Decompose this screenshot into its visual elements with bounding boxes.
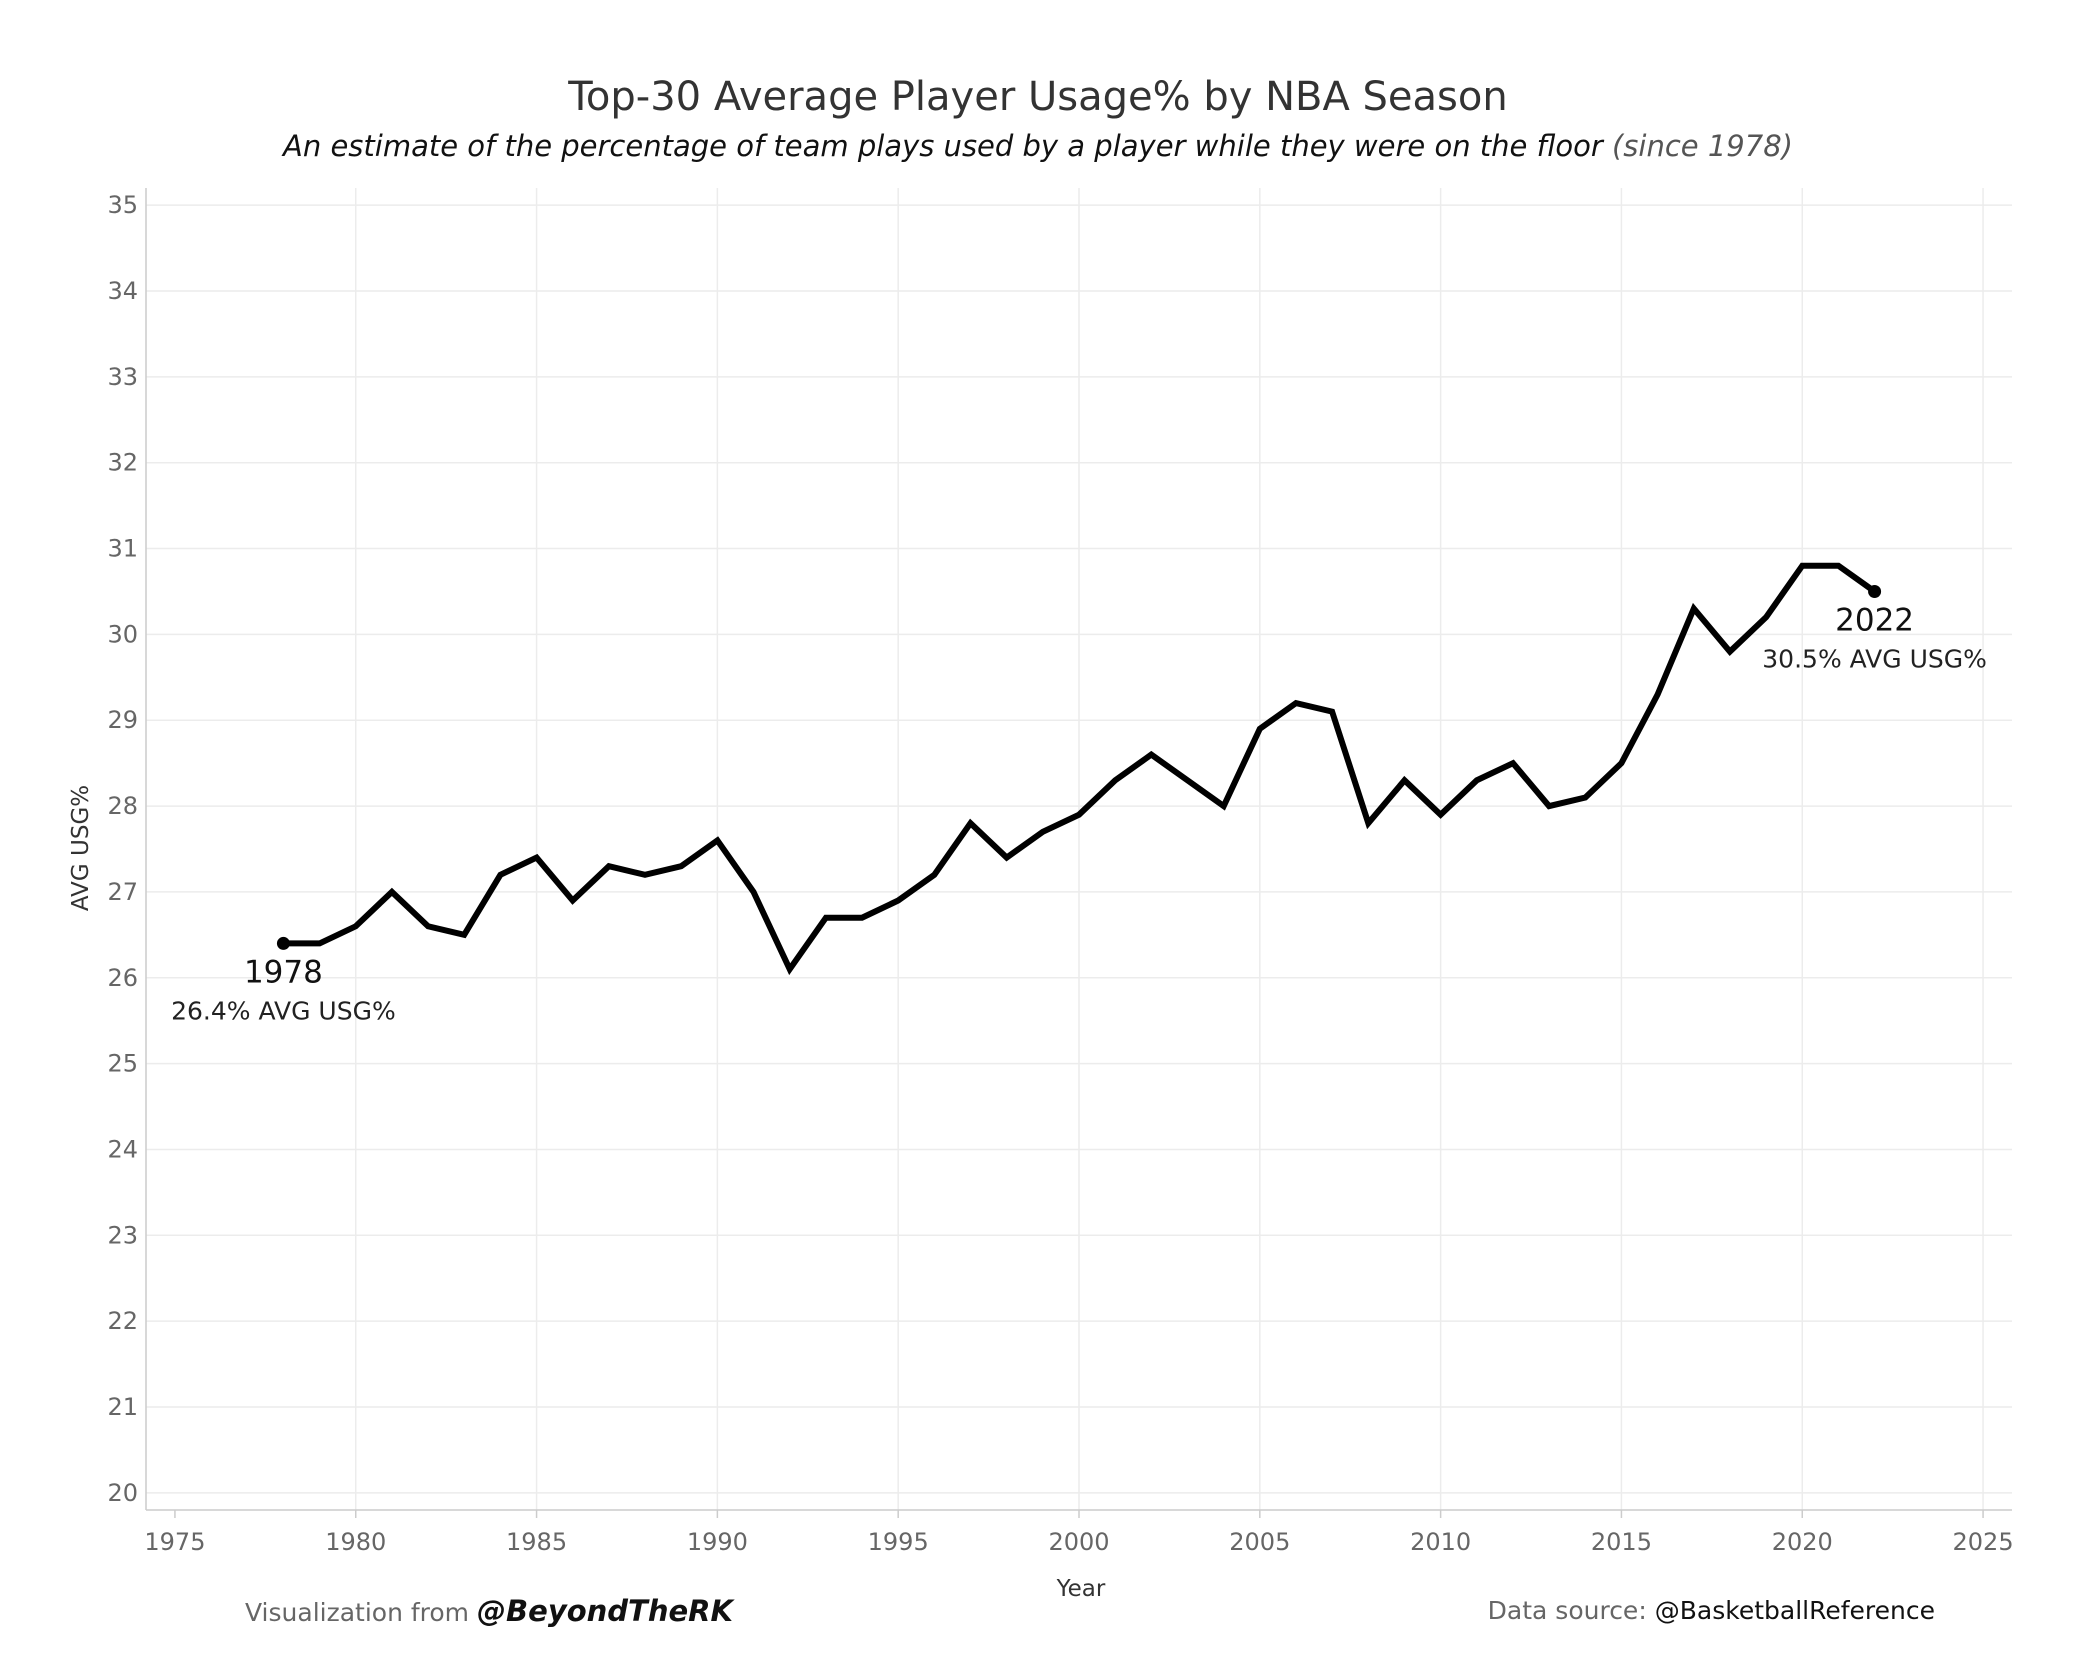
x-tick-label: 2010 bbox=[1410, 1528, 1471, 1556]
y-tick-label: 23 bbox=[107, 1221, 138, 1249]
x-tick-label: 1995 bbox=[868, 1528, 929, 1556]
y-tick-label: 29 bbox=[107, 706, 138, 734]
y-tick-label: 20 bbox=[107, 1479, 138, 1507]
y-tick-label: 24 bbox=[107, 1135, 138, 1163]
x-tick-label: 1980 bbox=[325, 1528, 386, 1556]
x-tick-label: 1990 bbox=[687, 1528, 748, 1556]
y-tick-label: 34 bbox=[107, 277, 138, 305]
y-tick-label: 32 bbox=[107, 449, 138, 477]
x-tick-label: 2000 bbox=[1048, 1528, 1109, 1556]
x-tick-label: 2005 bbox=[1229, 1528, 1290, 1556]
x-axis-label: Year bbox=[1056, 1576, 1106, 1602]
y-tick-label: 21 bbox=[107, 1393, 138, 1421]
y-tick-label: 28 bbox=[107, 792, 138, 820]
y-tick-label: 26 bbox=[107, 964, 138, 992]
x-tick-label: 1985 bbox=[506, 1528, 567, 1556]
x-tick-label: 2020 bbox=[1772, 1528, 1833, 1556]
footer-left-prefix: Visualization from bbox=[245, 1598, 469, 1627]
footer-right-prefix: Data source: bbox=[1488, 1596, 1647, 1625]
subtitle-paren: (since 1978) bbox=[1612, 129, 1793, 163]
x-tick-label: 2025 bbox=[1953, 1528, 2014, 1556]
y-tick-label: 27 bbox=[107, 878, 138, 906]
x-tick-label: 2015 bbox=[1591, 1528, 1652, 1556]
footer-right-credit: @BasketballReference bbox=[1655, 1596, 1935, 1625]
chart-subtitle: An estimate of the percentage of team pl… bbox=[281, 129, 1793, 163]
series-line bbox=[280, 562, 1878, 976]
series-group bbox=[276, 562, 1882, 976]
y-tick-label: 22 bbox=[107, 1307, 138, 1335]
end-point-marker bbox=[1868, 584, 1882, 598]
footer-left-credit: @BeyondTheRK bbox=[477, 1594, 735, 1628]
y-tick-labels: 20 21 22 23 24 25 26 27 28 29 30 31 32 33 34 35 bbox=[107, 191, 138, 1507]
grid-lines bbox=[146, 188, 2012, 1510]
chart-title: Top-30 Average Player Usage% by NBA Seas… bbox=[567, 74, 1507, 120]
annotation-value: 26.4% AVG USG% bbox=[171, 996, 396, 1025]
y-tick-label: 35 bbox=[107, 191, 138, 219]
y-tick-label: 31 bbox=[107, 535, 138, 563]
annotation-year: 2022 bbox=[1835, 602, 1914, 638]
y-tick-label: 25 bbox=[107, 1050, 138, 1078]
annotation-year: 1978 bbox=[244, 954, 323, 990]
footer-left: Visualization from @BeyondTheRK bbox=[245, 1594, 735, 1628]
annotations: 1978 26.4% AVG USG% 2022 30.5% AVG USG% bbox=[171, 602, 1987, 1025]
start-point-marker bbox=[276, 936, 290, 950]
x-tick-label: 1975 bbox=[144, 1528, 205, 1556]
x-tick-labels: 1975 1980 1985 1990 1995 2000 2005 2010 2015 2020… bbox=[144, 1510, 2014, 1556]
y-tick-label: 30 bbox=[107, 620, 138, 648]
subtitle-main: An estimate of the percentage of team pl… bbox=[281, 129, 1605, 163]
annotation-value: 30.5% AVG USG% bbox=[1762, 644, 1987, 673]
footer-right: Data source: @BasketballReference bbox=[1488, 1596, 1935, 1625]
y-tick-label: 33 bbox=[107, 363, 138, 391]
y-axis-label: AVG USG% bbox=[68, 785, 94, 911]
